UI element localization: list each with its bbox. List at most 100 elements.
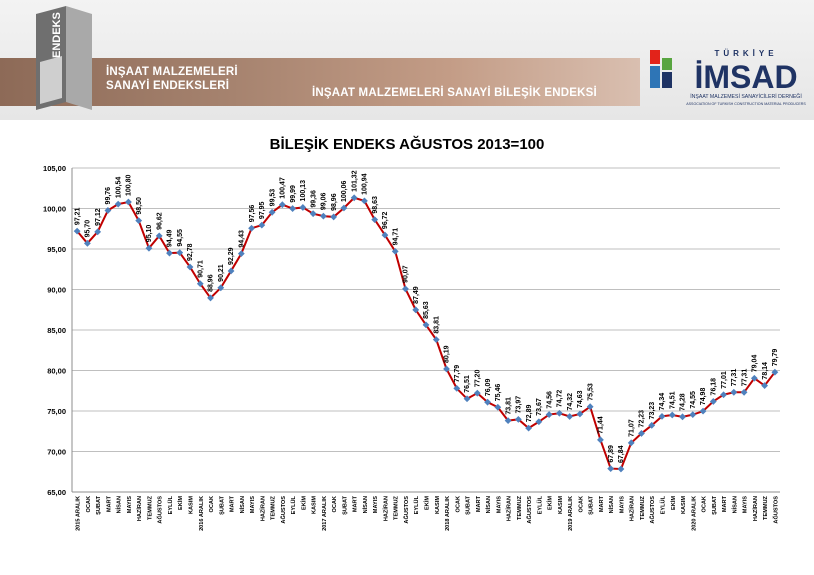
data-point [114,200,122,208]
data-point [422,321,430,329]
x-tick-label: KASIM [312,496,318,514]
data-label: 90,21 [218,264,225,282]
header-subtitle-line1: İNŞAAT MALZEMELERİ [106,66,238,78]
x-tick-label: MART [476,495,482,512]
data-point [94,228,102,236]
data-point [145,244,153,252]
data-point [350,194,358,202]
x-tick-label: ŞUBAT [466,495,472,514]
data-point [125,198,132,206]
data-point [319,212,327,220]
endeks-logo-text: ENDEKS [51,12,63,58]
y-tick-label: 85,00 [47,326,66,335]
x-tick-label: NİSAN [608,496,615,513]
data-label: 99,76 [105,187,112,205]
data-point [237,250,245,258]
data-point [432,336,440,344]
data-label: 100,06 [341,180,348,202]
data-label: 95,70 [85,220,92,238]
data-point [750,374,758,382]
header-title: İNŞAAT MALZEMELERİ SANAYİ BİLEŞİK ENDEKS… [312,87,597,99]
data-point [709,398,717,405]
x-tick-label: 2015 ARALIK [76,496,82,531]
data-point [391,247,399,255]
x-tick-label: OCAK [86,496,92,512]
x-tick-label: OCAK [455,496,461,512]
x-tick-label: NİSAN [362,496,369,513]
x-tick-label: EYLÜL [536,495,543,514]
data-label: 87,49 [413,286,420,304]
data-point [268,208,276,216]
data-point [730,388,738,396]
data-label: 74,63 [577,390,584,408]
x-tick-label: AĞUSTOS [648,496,656,524]
x-tick-label: HAZİRAN [259,496,266,521]
data-point [484,398,491,406]
y-tick-label: 90,00 [47,286,66,295]
brand-name-text: İMSAD [694,59,797,95]
data-label: 78,14 [762,362,769,380]
data-label: 76,51 [464,375,471,393]
data-point [545,411,553,418]
data-label: 74,32 [567,393,574,411]
logo-block-green [662,58,672,70]
y-tick-label: 100,00 [43,205,66,214]
x-tick-label: HAZİRAN [506,496,513,521]
x-tick-label: MART [722,495,728,512]
data-label: 99,53 [269,189,276,207]
x-tick-label: AĞUSTOS [771,496,779,524]
x-tick-label: KASIM [435,496,441,514]
data-point [566,413,574,420]
x-tick-label: ŞUBAT [219,495,225,514]
brand-sub1-text: İNŞAAT MALZEMESİ SANAYİCİLERİ DERNEĞİ [690,93,802,100]
data-label: 100,47 [280,177,287,199]
x-tick-label: EYLÜL [660,495,667,514]
data-label: 72,23 [639,410,646,428]
x-tick-label: EYLÜL [290,495,297,514]
data-label: 100,80 [126,175,133,197]
x-tick-label: MART [353,495,359,512]
data-point [525,424,533,432]
data-label: 74,28 [680,393,687,411]
x-tick-label: OCAK [209,496,215,512]
data-point [73,227,81,235]
x-axis-ticks: 2015 ARALIK OCAK ŞUBAT MART NİSAN MAYIS HAZİRA… [76,495,780,531]
data-label: 100,13 [300,180,307,202]
x-tick-label: TEMMUZ [763,495,769,520]
data-label: 98,63 [372,196,379,214]
data-point [658,412,666,420]
y-tick-label: 75,00 [47,407,66,416]
x-tick-label: NİSAN [239,496,246,513]
data-point [720,391,727,399]
y-tick-label: 70,00 [47,448,66,457]
data-label: 77,20 [475,370,482,388]
data-point [258,221,266,229]
data-label: 80,19 [444,345,451,363]
x-tick-label: MAYIS [619,496,625,513]
data-label: 98,50 [136,197,143,215]
imsad-logo: TÜRKİYE İMSAD İNŞAAT MALZEMESİ SANAYİCİL… [650,49,806,106]
x-tick-label: TEMMUZ [394,495,400,520]
data-label: 96,62 [156,212,163,230]
data-point [761,382,769,389]
data-point [689,411,697,419]
x-tick-label: HAZİRAN [382,496,389,521]
data-point [104,207,112,214]
data-label: 88,96 [208,274,215,292]
data-point [679,413,686,421]
data-label: 83,81 [433,316,440,334]
data-label: 71,44 [598,416,605,434]
logo-panel-inner [40,56,62,104]
x-tick-label: NİSAN [485,496,492,513]
data-point [668,411,676,419]
data-label: 75,46 [495,384,502,402]
data-label: 90,07 [403,265,410,283]
data-label: 90,71 [197,260,204,278]
data-label: 98,96 [331,193,338,211]
x-tick-label: TEMMUZ [147,495,153,520]
data-point [135,217,143,225]
x-tick-label: NİSAN [731,496,738,513]
x-tick-label: EYLÜL [413,495,420,514]
data-label: 74,98 [700,388,707,406]
data-label: 73,23 [649,402,656,420]
